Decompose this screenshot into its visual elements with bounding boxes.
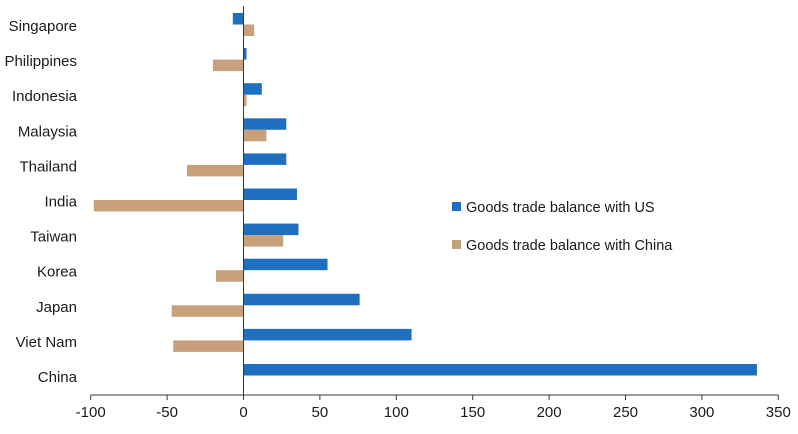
bar-us-taiwan [243,223,299,236]
bar-us-malaysia [243,118,287,130]
legend: Goods trade balance with US Goods trade … [452,200,673,254]
category-label-japan: Japan [36,299,77,316]
x-tick-label: 350 [766,404,791,421]
bars-group [93,13,757,376]
category-label-viet-nam: Viet Nam [16,334,77,351]
bar-china-malaysia [243,129,267,142]
x-tick-label: 250 [613,404,638,421]
category-label-malaysia: Malaysia [18,123,78,140]
bar-us-philippines [243,48,247,60]
bar-us-korea [243,258,328,271]
bar-us-japan [243,293,360,306]
category-label-philippines: Philippines [4,53,77,70]
legend-swatch-us [452,202,461,211]
bar-china-indonesia [243,94,247,107]
bar-us-china [243,364,757,376]
category-label-thailand: Thailand [19,158,77,175]
x-tick-label: 200 [537,404,562,421]
bar-china-japan [171,305,244,317]
bar-china-viet-nam [173,340,244,352]
category-label-china: China [38,369,78,386]
x-tick-label: 0 [239,404,247,421]
bar-us-viet-nam [243,328,412,341]
bar-us-indonesia [243,83,262,95]
bar-china-thailand [186,164,244,177]
legend-label-china: Goods trade balance with China [466,238,673,254]
bar-china-korea [215,270,244,282]
x-axis-ticks: -100 -50 0 50 100 150 200 250 300 350 [76,395,791,421]
bar-china-taiwan [243,235,284,247]
category-label-taiwan: Taiwan [30,229,77,246]
category-label-indonesia: Indonesia [12,88,78,105]
x-tick-label: 150 [460,404,485,421]
bar-us-india [243,188,297,200]
x-tick-label: -50 [156,404,178,421]
x-tick-label: 50 [312,404,329,421]
legend-swatch-china [452,240,461,249]
x-tick-label: 100 [384,404,409,421]
bar-china-india [93,200,244,212]
x-tick-label: -100 [76,404,106,421]
x-tick-label: 300 [689,404,714,421]
category-label-india: India [44,194,77,211]
legend-label-us: Goods trade balance with US [466,200,655,216]
bar-us-singapore [232,13,244,25]
category-label-singapore: Singapore [9,18,77,35]
bar-china-philippines [212,59,244,72]
bar-china-singapore [243,24,255,36]
category-labels: Singapore Philippines Indonesia Malaysia Tha… [4,18,77,386]
category-label-korea: Korea [37,264,78,281]
bar-us-thailand [243,153,287,165]
